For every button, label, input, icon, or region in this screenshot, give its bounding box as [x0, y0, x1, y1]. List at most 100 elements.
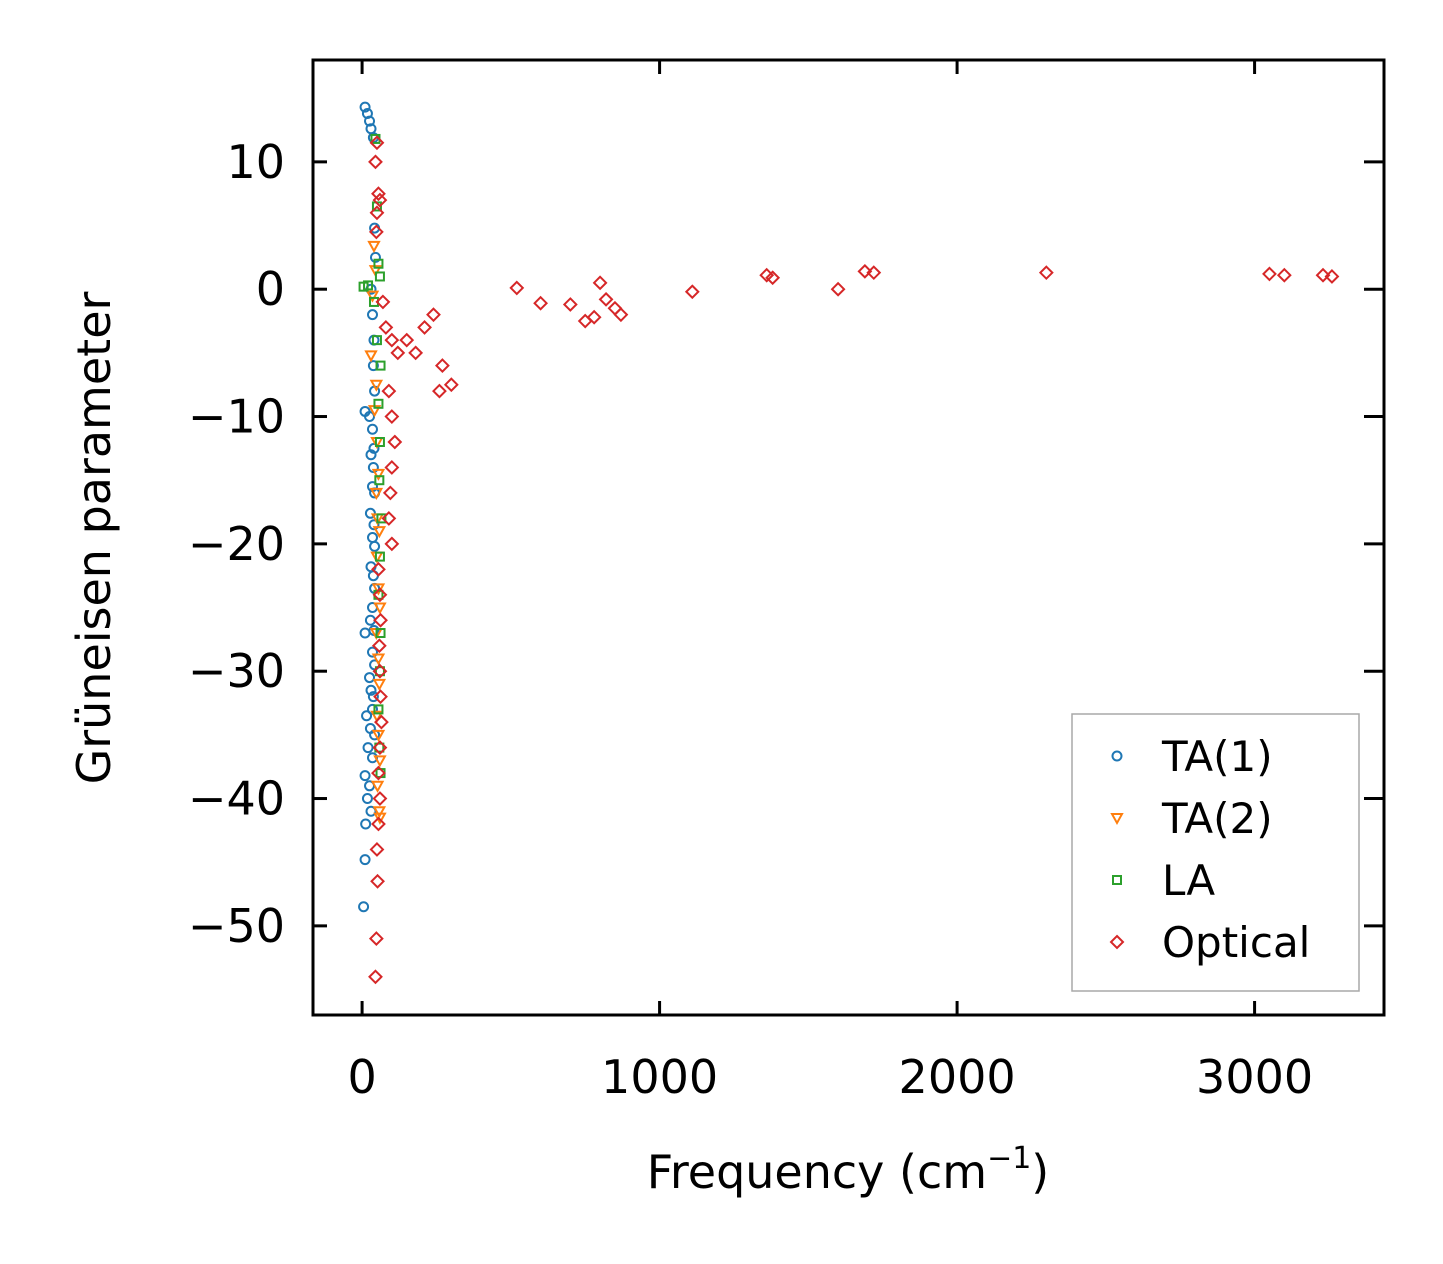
- x-tick-label: 1000: [601, 1050, 718, 1104]
- data-point: [376, 513, 387, 524]
- data-point: [374, 666, 385, 677]
- y-tick-label: 10: [226, 135, 285, 189]
- data-point: [365, 684, 377, 696]
- data-point: [765, 270, 781, 286]
- data-point: [372, 678, 387, 691]
- data-point: [372, 740, 388, 756]
- data-point: [1276, 267, 1292, 283]
- data-point: [381, 383, 397, 399]
- data-point: [1315, 267, 1331, 283]
- data-point: [443, 377, 459, 393]
- data-point: [372, 526, 387, 539]
- y-tick-label: −30: [188, 644, 285, 698]
- data-point: [367, 423, 378, 435]
- data-point: [369, 487, 384, 500]
- data-point: [368, 519, 380, 531]
- data-point: [374, 551, 385, 562]
- data-point: [358, 901, 370, 913]
- data-point: [361, 793, 373, 805]
- data-point: [360, 818, 372, 830]
- data-point: [371, 468, 386, 481]
- data-point: [359, 770, 371, 782]
- data-point: [368, 154, 383, 170]
- y-axis-title: Grüneisen parameter: [67, 291, 121, 784]
- data-point: [364, 411, 376, 423]
- data-point: [434, 358, 450, 374]
- data-point: [373, 398, 384, 409]
- data-point: [374, 475, 385, 486]
- data-point: [367, 646, 378, 658]
- legend-entry: TA(1): [1111, 732, 1273, 781]
- data-point: [367, 532, 378, 543]
- data-point: [509, 280, 525, 296]
- data-point: [372, 587, 388, 603]
- data-point: [369, 379, 384, 392]
- x-tick-label: 0: [347, 1050, 376, 1104]
- data-point: [586, 309, 602, 325]
- data-point: [368, 224, 384, 240]
- data-point: [361, 710, 373, 722]
- data-point: [384, 332, 400, 348]
- y-tick-label: 0: [256, 262, 285, 316]
- data-point: [367, 240, 381, 253]
- series-optical: [368, 135, 1340, 985]
- data-point: [367, 360, 379, 372]
- data-point: [372, 192, 388, 208]
- data-point: [372, 806, 387, 819]
- data-point: [365, 290, 380, 303]
- data-point: [830, 281, 846, 297]
- data-point: [370, 710, 384, 723]
- data-point: [359, 854, 371, 866]
- data-point: [857, 263, 873, 279]
- data-point: [370, 873, 385, 889]
- data-point: [384, 536, 400, 552]
- data-point: [378, 319, 394, 335]
- legend-marker: [1110, 813, 1124, 826]
- data-point: [375, 628, 386, 638]
- legend-label: Optical: [1162, 918, 1310, 967]
- data-point: [1038, 265, 1054, 281]
- series-la: [358, 133, 387, 779]
- data-point: [368, 265, 383, 278]
- data-point: [369, 540, 381, 552]
- data-point: [387, 434, 403, 450]
- data-point: [367, 691, 379, 703]
- data-point: [371, 729, 386, 742]
- axis-ticks: 0 1000 2000 3000 10 0 −10 −20 −30 −40 −50: [188, 60, 1384, 1104]
- x-axis-title-suffix: ): [1031, 1145, 1049, 1199]
- x-axis-title-superscript: −1: [987, 1141, 1031, 1176]
- data-point: [759, 267, 775, 283]
- legend-entry: TA(2): [1110, 794, 1273, 843]
- y-tick-label: −40: [188, 772, 285, 826]
- data-point: [369, 842, 385, 857]
- y-tick-label: −50: [188, 899, 285, 953]
- data-point: [368, 931, 384, 947]
- data-point: [372, 791, 388, 806]
- data-point: [369, 205, 385, 221]
- data-point: [364, 507, 376, 519]
- data-point: [364, 115, 376, 127]
- data-point: [373, 755, 387, 768]
- data-point: [362, 742, 374, 754]
- data-point: [399, 332, 415, 348]
- data-point: [562, 297, 578, 312]
- data-point: [367, 309, 378, 321]
- data-point: [381, 510, 397, 526]
- data-point: [613, 307, 629, 323]
- data-point: [432, 383, 447, 399]
- data-point: [367, 752, 378, 764]
- data-point: [373, 602, 387, 615]
- data-point: [1324, 269, 1340, 284]
- data-point: [598, 291, 614, 307]
- data-point: [369, 251, 381, 263]
- data-point: [1262, 266, 1277, 282]
- data-point: [374, 271, 385, 282]
- data-point: [371, 816, 386, 832]
- legend-entry: Optical: [1109, 918, 1310, 967]
- data-point: [382, 485, 398, 501]
- data-point: [371, 186, 386, 202]
- legend-label: LA: [1162, 856, 1215, 905]
- plot-area: [358, 101, 1340, 985]
- data-point: [371, 561, 386, 577]
- data-point: [373, 258, 384, 269]
